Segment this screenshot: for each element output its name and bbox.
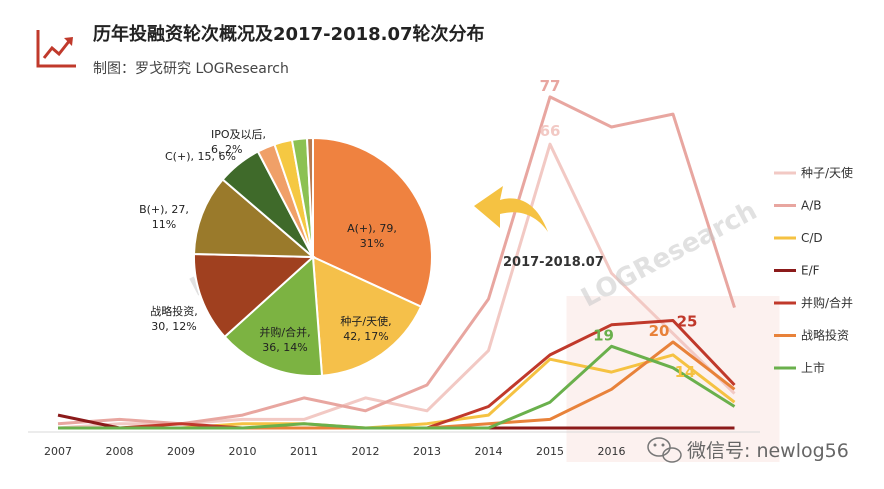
- chart-subtitle: 制图：罗戈研究 LOGResearch: [93, 61, 289, 77]
- trend-up-chart-icon: [36, 30, 76, 68]
- data-label: 14: [675, 363, 696, 381]
- highlight-band: [566, 296, 780, 462]
- x-tick-label: 2008: [106, 445, 134, 458]
- x-tick-label: 2007: [44, 445, 72, 458]
- wechat-icon: [647, 437, 682, 463]
- data-label: 66: [540, 122, 561, 140]
- data-label: 19: [593, 326, 614, 344]
- pie-label: A(+), 79, 31%: [347, 222, 397, 250]
- x-tick-label: 2010: [229, 445, 257, 458]
- x-tick-label: 2015: [536, 445, 564, 458]
- legend-item-label: 并购/合并: [801, 295, 853, 310]
- pie-slice-0: [312, 136, 433, 309]
- wechat-label: 微信号: newlog56: [687, 440, 849, 462]
- data-label: 20: [649, 322, 670, 340]
- data-label: 77: [540, 77, 561, 95]
- pie-label: B(+), 27, 11%: [139, 203, 189, 231]
- pie-slice-3: [192, 252, 316, 339]
- series-line-6: [58, 344, 736, 430]
- header: 历年投融资轮次概况及2017-2018.07轮次分布 制图：罗戈研究 LOGRe…: [36, 23, 485, 77]
- legend-item-label: 上市: [801, 360, 825, 375]
- pie-slice-1: [311, 255, 423, 377]
- legend-item-label: C/D: [801, 231, 823, 245]
- data-labels: 77 66 19 20 25 14: [540, 77, 698, 381]
- callout-label: 2017-2018.07: [503, 255, 604, 270]
- chart-title: 历年投融资轮次概况及2017-2018.07轮次分布: [93, 23, 485, 45]
- pie-label: 种子/天使, 42, 17%: [340, 314, 391, 343]
- legend-item-label: 种子/天使: [801, 165, 853, 180]
- pie-label: IPO及以后, 6, 2%: [211, 128, 266, 156]
- x-tick-label: 2014: [475, 445, 503, 458]
- highlight-band-rect: [566, 296, 780, 462]
- pie-label: 战略投资, 30, 12%: [150, 304, 198, 333]
- pie-chart: A(+), 79, 31% 种子/天使, 42, 17% 并购/合并, 36, 14% 战略…: [139, 128, 433, 378]
- pie-slice-4: [192, 178, 316, 259]
- pie-slice-2: [223, 254, 324, 378]
- x-tick-label: 2011: [290, 445, 318, 458]
- x-tick-label: 2013: [413, 445, 441, 458]
- x-tick-label: 2009: [167, 445, 195, 458]
- curved-arrow-icon: [474, 186, 548, 232]
- pie-label: 并购/合并, 36, 14%: [259, 325, 310, 354]
- wechat-badge: 微信号: newlog56: [647, 437, 849, 463]
- legend-item-label: 战略投资: [801, 328, 849, 343]
- callout: 2017-2018.07: [474, 186, 604, 270]
- line-chart: [57, 95, 736, 430]
- x-tick-label: 2012: [352, 445, 380, 458]
- x-axis: 2007 2008 2009 2010 2011 2012 2013 2014 2015 2016: [28, 431, 760, 458]
- legend-item-label: E/F: [801, 264, 820, 278]
- pie-slice-9: [305, 136, 314, 258]
- data-label: 25: [677, 313, 698, 331]
- pie-label: C(+), 15, 6%: [165, 150, 236, 163]
- legend-item-label: A/B: [801, 199, 821, 213]
- x-tick-label: 2016: [598, 445, 626, 458]
